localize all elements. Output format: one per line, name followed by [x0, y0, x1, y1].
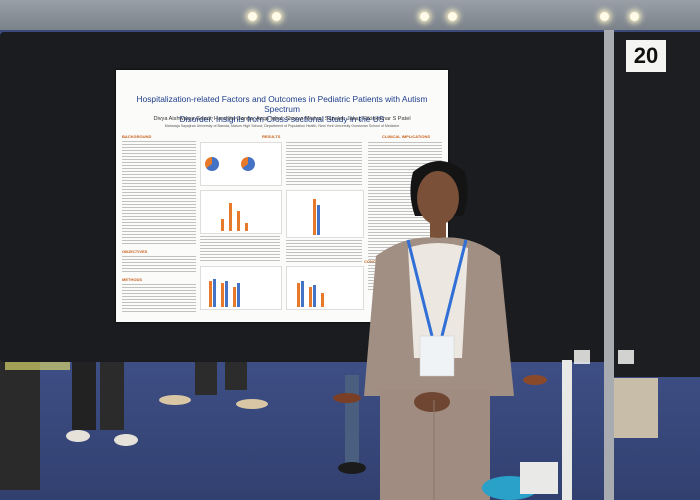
chart-bar	[233, 287, 236, 307]
body-text	[200, 236, 280, 262]
ceiling-light	[420, 12, 429, 21]
bar-chart-panel	[286, 190, 364, 238]
ceiling-light	[448, 12, 457, 21]
body-text	[122, 256, 196, 274]
body-text	[122, 141, 196, 245]
section-objectives: OBJECTIVES	[122, 249, 148, 254]
chart-bar	[221, 219, 224, 231]
chart-bar	[297, 283, 300, 307]
bar-chart-panel	[200, 190, 282, 234]
ceiling-light	[630, 12, 639, 21]
bar-chart-panel	[286, 266, 364, 310]
chart-bar	[229, 203, 232, 231]
section-background: BACKGROUND	[122, 134, 152, 139]
booth-number-sign: 20	[626, 40, 666, 72]
chart-bar	[309, 287, 312, 307]
body-text	[122, 284, 196, 314]
ceiling-truss	[0, 0, 700, 30]
chart-bar	[321, 293, 324, 307]
body-text	[286, 142, 362, 186]
chart-bar	[237, 283, 240, 307]
chart-bar	[313, 285, 316, 307]
ceiling-light	[248, 12, 257, 21]
pie-chart	[241, 157, 255, 171]
body-text	[286, 240, 362, 262]
bar-chart-panel	[200, 266, 282, 310]
ceiling-light	[600, 12, 609, 21]
chart-bar	[317, 205, 320, 235]
chart-bar	[313, 199, 316, 235]
section-results: RESULTS	[262, 134, 281, 139]
booth-pole	[604, 30, 614, 500]
chart-bar	[301, 281, 304, 307]
poster-title: Hospitalization-related Factors and Outc…	[136, 94, 428, 124]
chart-bar	[245, 223, 248, 231]
pie-chart-panel	[200, 142, 282, 186]
chart-bar	[237, 211, 240, 231]
poster-authors: Divya Aishwarya Gandi; Harshita Ganga; A…	[153, 116, 411, 122]
pie-chart	[205, 157, 219, 171]
section-clinical-implications: CLINICAL IMPLICATIONS	[382, 134, 431, 139]
booth-pole	[562, 360, 572, 500]
section-methods: METHODS	[122, 277, 142, 282]
ceiling-light	[272, 12, 281, 21]
chart-bar	[213, 279, 216, 307]
chart-bar	[225, 281, 228, 307]
poster-affiliation: Maharaja Sayajirao University of Baroda;…	[164, 124, 400, 128]
chart-bar	[209, 281, 212, 307]
chart-bar	[221, 283, 224, 307]
adjacent-board	[612, 32, 700, 377]
